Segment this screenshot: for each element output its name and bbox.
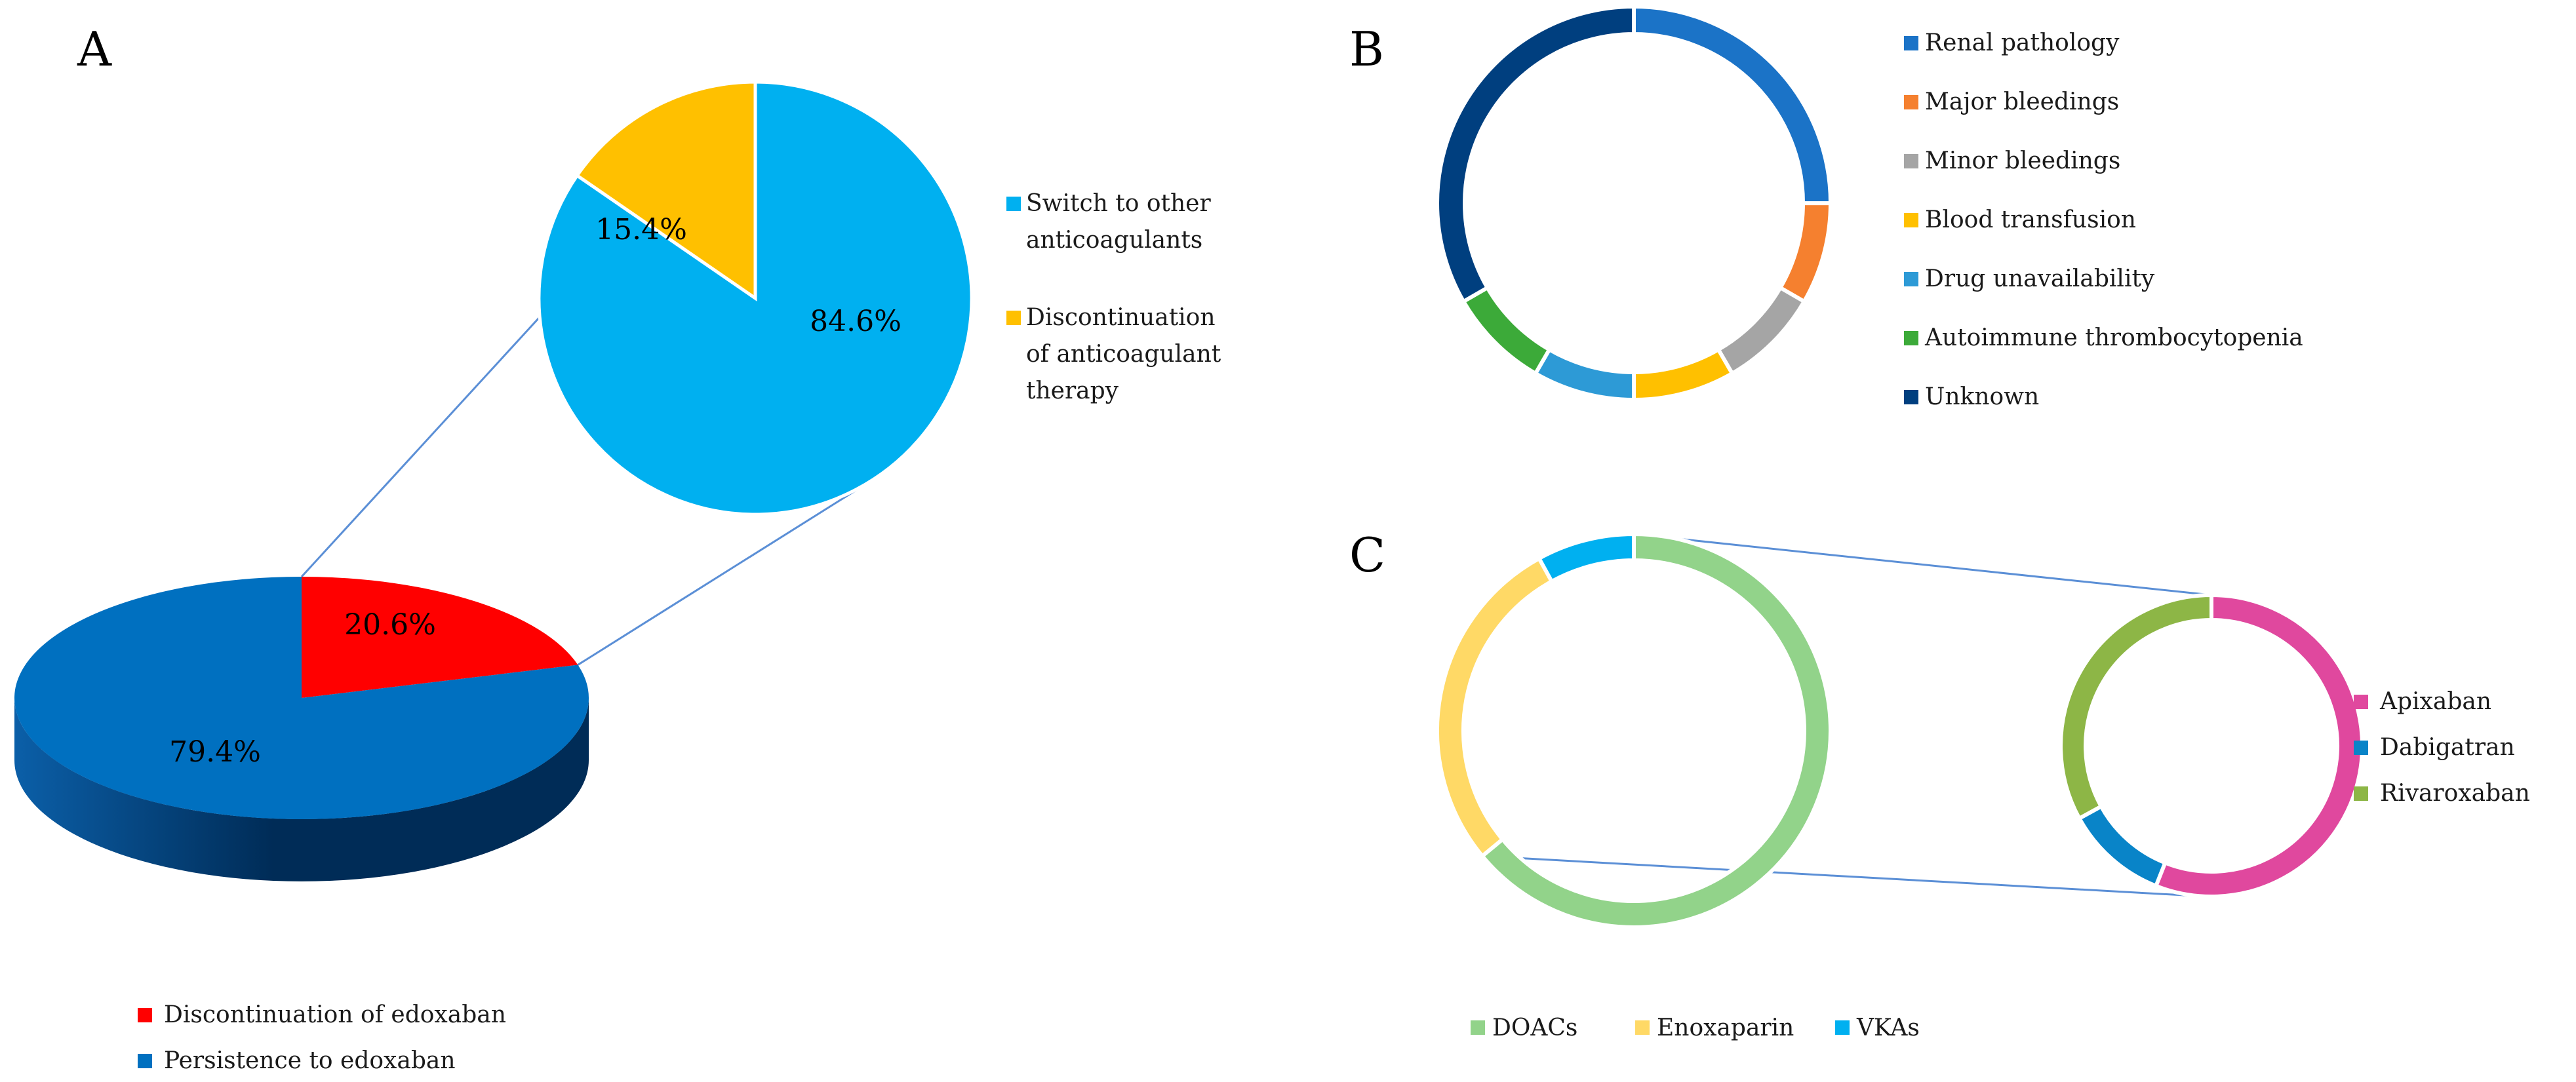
panel-b-legend-swatch-renal-pathology [1904, 36, 1918, 50]
panel-c-main-legend-swatch-doacs [1471, 1020, 1485, 1035]
panel-c-main-legend-swatch-enoxaparin [1635, 1020, 1650, 1035]
panel-a-sub-legend-line-1-2: therapy [1026, 377, 1119, 404]
panel-b-legend-swatch-minor-bleedings [1904, 154, 1918, 168]
panel-b-legend-label-unknown: Unknown [1925, 383, 2039, 410]
panel-c-sub-slice-dabigatran [2076, 803, 2168, 889]
panel-a-sub-slice-switch-to-other-anticoagulants [537, 80, 974, 516]
panel-c-sub-legend-label-dabigatran: Dabigatran [2380, 734, 2515, 761]
panel-c-sub-legend-swatch-apixaban [2354, 695, 2368, 709]
panel-a-main-pie: 20.6% 79.4% [14, 577, 589, 820]
panel-a-main-slice-discontinuation-of-edoxaban [302, 577, 578, 698]
panel-b-slice-drug-unavailability [1532, 347, 1636, 402]
panel-a-sub-label-discontinuation-of-anticoagulant-therapy: 15.4% [595, 213, 687, 246]
panel-c-connectors [1482, 533, 2212, 898]
panel-c-main-legend-swatch-vkas [1835, 1020, 1850, 1035]
panel-b-legend-label-autoimmune-thrombocytopenia: Autoimmune thrombocytopenia [1924, 324, 2303, 351]
panel-b-slice-minor-bleedings [1715, 284, 1807, 376]
panel-letter-c: C [1349, 528, 1385, 583]
panel-c-main-donut [1435, 531, 1833, 929]
panel-a-sub-legend-line-1-1: of anticoagulant [1026, 341, 1221, 368]
panel-c-sub-legend-swatch-rivaroxaban [2354, 786, 2368, 801]
panel-a: 20.6% 79.4% 84.6% 15.4% Switch to other ant… [14, 80, 1221, 1074]
panel-c-sub-slice-apixaban [2153, 592, 2364, 898]
panel-b-slice-unknown [1435, 4, 1636, 305]
panel-c: Apixaban Dabigatran Rivaroxaban DOACs Enoxa… [1435, 531, 2530, 1041]
panel-a-sub-legend-line-0-1: anticoagulants [1026, 227, 1202, 254]
panel-c-main-legend-label-doacs: DOACs [1492, 1014, 1577, 1041]
panel-c-legend-main: DOACs Enoxaparin VKAs [1471, 1014, 1920, 1041]
panel-letter-b: B [1349, 22, 1384, 77]
panel-c-connector-top [1633, 533, 2212, 596]
panel-a-pie-side [14, 698, 589, 881]
panel-b-legend-label-renal-pathology: Renal pathology [1925, 29, 2120, 56]
panel-c-main-legend-label-enoxaparin: Enoxaparin [1657, 1014, 1794, 1041]
panel-a-sub-legend-swatch-0 [1006, 197, 1021, 211]
panel-a-connector-bottom [577, 476, 877, 666]
panel-a-sub-pie: 84.6% 15.4% [537, 80, 974, 516]
panel-b-legend-swatch-autoimmune-thrombocytopenia [1904, 331, 1918, 345]
panel-c-sub-legend-label-rivaroxaban: Rivaroxaban [2380, 780, 2530, 807]
panel-a-legend-main: Discontinuation of edoxaban Persistence t… [138, 1001, 506, 1074]
panel-a-sub-label-switch-to-other-anticoagulants: 84.6% [810, 305, 902, 338]
panel-b-legend-swatch-drug-unavailability [1904, 272, 1918, 286]
panel-b-legend: Renal pathology Major bleedings Minor blee… [1904, 29, 2303, 410]
panel-b-legend-label-minor-bleedings: Minor bleedings [1925, 147, 2120, 174]
panel-a-sub-legend-swatch-1 [1006, 311, 1021, 325]
panel-c-main-legend-label-vkas: VKAs [1856, 1014, 1920, 1041]
panel-b-legend-swatch-unknown [1904, 390, 1918, 404]
panel-b-legend-swatch-blood-transfusion [1904, 213, 1918, 227]
panel-b-legend-label-drug-unavailability: Drug unavailability [1925, 265, 2155, 292]
panel-a-main-legend-swatch-persistence-to-edoxaban [138, 1054, 152, 1068]
panel-c-sub-legend-label-apixaban: Apixaban [2379, 688, 2491, 715]
panel-c-connector-bottom [1482, 855, 2202, 898]
panel-b-slice-major-bleedings [1777, 201, 1833, 305]
panel-c-main-slice-doacs [1479, 531, 1833, 929]
panel-b-donut [1435, 4, 1833, 402]
panel-a-main-label-persistence-to-edoxaban: 79.4% [169, 735, 261, 769]
panel-letter-a: A [77, 22, 112, 77]
panel-c-main-slice-vkas [1536, 531, 1636, 585]
panel-a-main-legend-label-persistence-to-edoxaban: Persistence to edoxaban [164, 1047, 456, 1074]
panel-c-sub-legend-swatch-dabigatran [2354, 741, 2368, 755]
panel-c-sub-slice-rivaroxaban [2059, 592, 2213, 821]
panel-c-legend-sub: Apixaban Dabigatran Rivaroxaban [2354, 688, 2530, 807]
panel-a-legend-sub: Switch to other anticoagulants Discontinua… [1006, 190, 1221, 404]
panel-b: Renal pathology Major bleedings Minor blee… [1435, 4, 2303, 410]
panel-a-sub-slice-discontinuation-of-anticoagulant-therapy [574, 80, 757, 301]
panel-b-legend-label-blood-transfusion: Blood transfusion [1925, 206, 2136, 233]
panel-b-legend-swatch-major-bleedings [1904, 95, 1918, 109]
panel-c-main-slice-enoxaparin [1435, 556, 1555, 859]
panel-a-sub-legend-line-0-0: Switch to other [1026, 190, 1211, 217]
panel-a-pie-depth [14, 698, 589, 881]
panel-b-legend-label-major-bleedings: Major bleedings [1925, 88, 2119, 115]
panel-a-sub-legend-line-1-0: Discontinuation [1026, 304, 1216, 331]
panel-a-main-legend-swatch-discontinuation-of-edoxaban [138, 1008, 152, 1022]
panel-a-main-slice-persistence-to-edoxaban [14, 577, 589, 820]
panel-b-slice-autoimmune-thrombocytopenia [1461, 284, 1553, 376]
panel-c-sub-donut [2059, 592, 2364, 898]
panel-b-slice-blood-transfusion [1632, 347, 1735, 402]
panel-a-main-label-discontinuation-of-edoxaban: 20.6% [344, 608, 436, 642]
panel-b-slice-renal-pathology [1632, 4, 1833, 206]
panel-a-main-legend-label-discontinuation-of-edoxaban: Discontinuation of edoxaban [164, 1001, 506, 1028]
